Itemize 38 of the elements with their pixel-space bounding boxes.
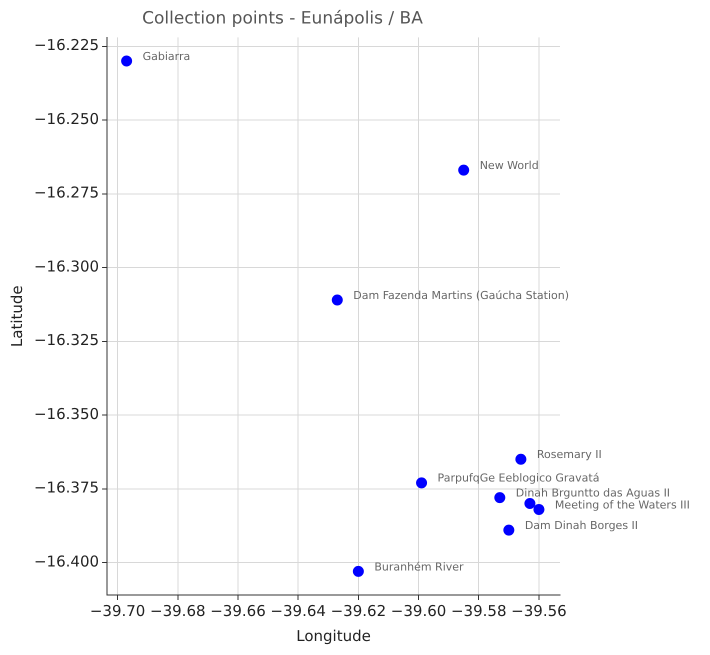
y-tick-label: −16.275 — [34, 184, 100, 202]
point — [515, 454, 526, 465]
x-tick-label: −39.64 — [270, 602, 326, 620]
annotation: Dam Fazenda Martins (Gaúcha Station) — [353, 288, 570, 302]
y-tick-label: −16.350 — [34, 404, 100, 423]
point — [332, 294, 343, 306]
annotation: Buranhém River — [374, 560, 464, 574]
x-tick-label: −39.68 — [150, 602, 206, 620]
y-tick-label: −16.325 — [34, 331, 100, 350]
y-tick-label: −16.400 — [34, 552, 100, 570]
y-tick-label: −16.300 — [34, 257, 100, 276]
x-tick-label: −39.58 — [450, 602, 506, 620]
point — [121, 56, 132, 66]
annotation: Dinah Brguntto das Aguas II — [516, 486, 670, 500]
x-tick-label: −39.60 — [390, 602, 446, 620]
point — [416, 477, 428, 488]
chart-title: Collection points - Eunápolis / BA — [142, 8, 424, 29]
y-tick-label: −16.225 — [34, 36, 100, 54]
annotation: New World — [480, 159, 539, 172]
y-axis-title: Latitude — [8, 285, 26, 348]
x-tick-label: −39.62 — [330, 602, 386, 620]
annotation: Meeting of the Waters III — [554, 498, 690, 512]
point — [533, 504, 544, 515]
y-tick-label: −16.250 — [34, 110, 100, 128]
annotation: Gabiarra — [142, 50, 190, 63]
point — [503, 524, 514, 536]
x-tick-label: −39.70 — [90, 602, 146, 620]
x-tick-label: −39.66 — [210, 602, 266, 620]
point — [524, 498, 536, 510]
annotation: Dam Dinah Borges II — [524, 518, 638, 532]
y-tick-label: −16.375 — [34, 478, 100, 497]
annotation: Rosemary II — [536, 448, 602, 462]
annotation: ParpufqGe Eeblogico Gravatá — [438, 472, 600, 485]
point — [352, 566, 364, 577]
point — [494, 492, 506, 504]
x-tick-label: −39.56 — [511, 602, 567, 620]
point — [458, 164, 470, 176]
x-axis-title: Longitude — [296, 626, 371, 645]
